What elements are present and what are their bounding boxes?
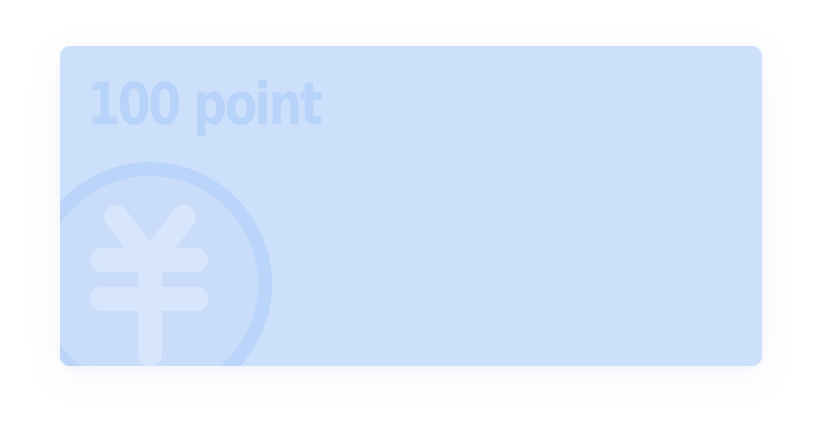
coin-ring	[60, 162, 272, 366]
points-card[interactable]: 100 point	[60, 46, 762, 366]
yen-glyph	[90, 205, 208, 366]
yen-coin-icon	[60, 162, 272, 366]
points-amount-text: 100 point	[87, 70, 323, 138]
